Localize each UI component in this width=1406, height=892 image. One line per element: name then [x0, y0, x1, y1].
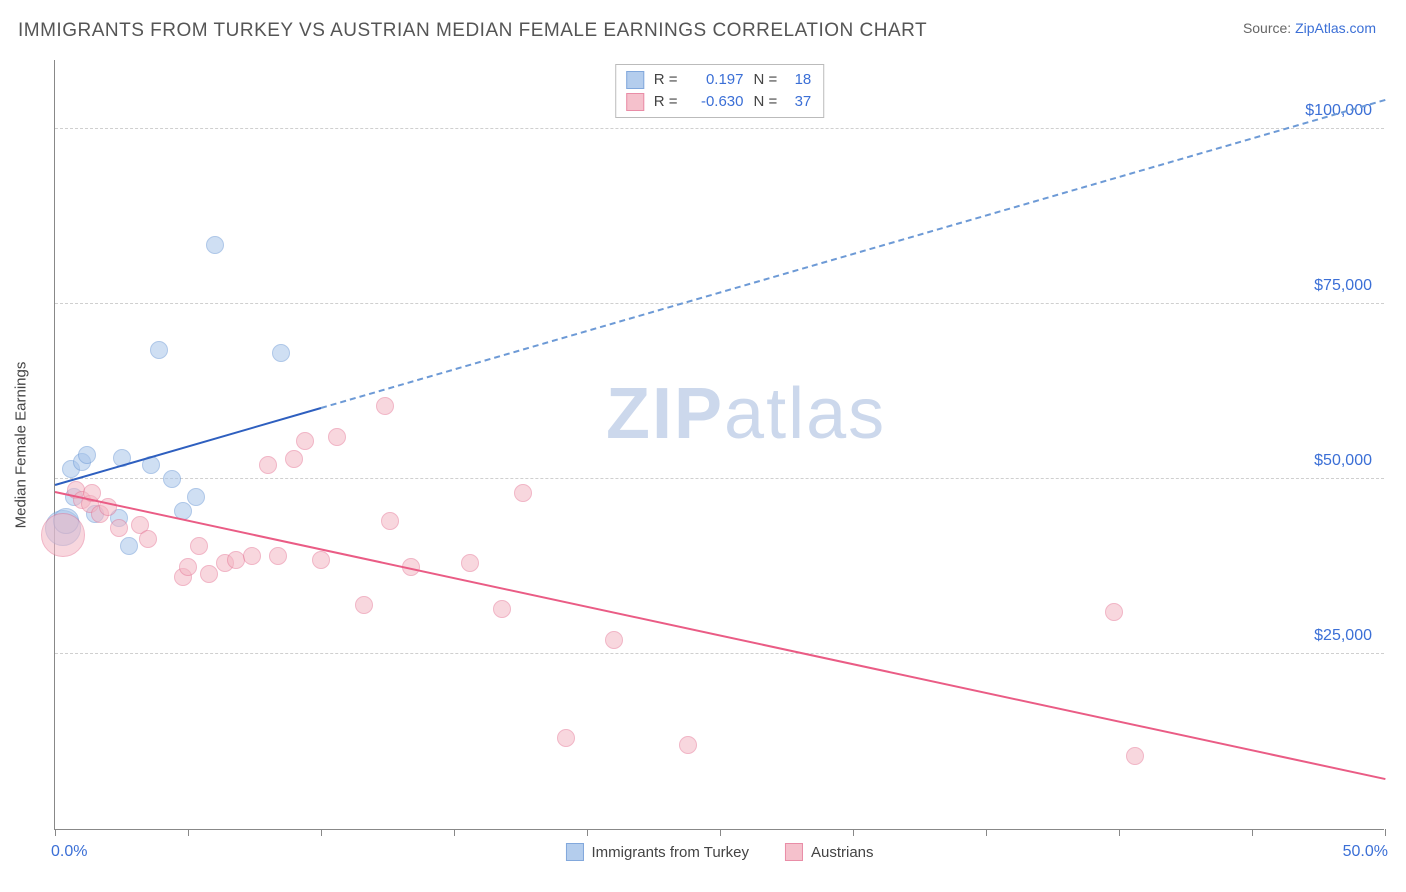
x-tick	[321, 829, 322, 836]
y-tick-label: $25,000	[1314, 627, 1372, 645]
legend-label-turkey: Immigrants from Turkey	[591, 844, 749, 861]
scatter-point-austrians	[110, 519, 128, 537]
x-axis-min-label: 0.0%	[51, 843, 87, 861]
series-legend: Immigrants from Turkey Austrians	[565, 843, 873, 861]
gridline-h	[55, 478, 1384, 479]
x-axis-max-label: 50.0%	[1343, 843, 1388, 861]
correlation-row-austrians: R = -0.630 N = 37	[626, 91, 812, 113]
scatter-point-austrians	[355, 596, 373, 614]
x-tick	[188, 829, 189, 836]
scatter-point-turkey	[206, 236, 224, 254]
scatter-point-austrians	[376, 397, 394, 415]
n-label: N =	[754, 69, 778, 91]
scatter-point-austrians	[312, 551, 330, 569]
r-value-austrians: -0.630	[688, 91, 744, 113]
legend-label-austrians: Austrians	[811, 844, 874, 861]
scatter-point-turkey	[187, 488, 205, 506]
scatter-point-austrians	[557, 729, 575, 747]
scatter-point-austrians	[200, 565, 218, 583]
scatter-point-austrians	[179, 558, 197, 576]
plot-region: ZIPatlas Median Female Earnings 0.0% 50.…	[54, 60, 1384, 830]
y-tick-label: $75,000	[1314, 277, 1372, 295]
r-label: R =	[654, 91, 678, 113]
y-axis-title: Median Female Earnings	[13, 361, 30, 528]
legend-item-turkey: Immigrants from Turkey	[565, 843, 749, 861]
chart-header: IMMIGRANTS FROM TURKEY VS AUSTRIAN MEDIA…	[0, 0, 1406, 50]
x-tick	[1385, 829, 1386, 836]
watermark-zip: ZIP	[606, 374, 724, 454]
scatter-point-austrians	[461, 554, 479, 572]
x-tick	[1252, 829, 1253, 836]
scatter-point-austrians	[269, 547, 287, 565]
y-tick-label: $50,000	[1314, 452, 1372, 470]
scatter-point-austrians	[285, 450, 303, 468]
trend-line	[55, 491, 1385, 780]
scatter-point-austrians	[328, 428, 346, 446]
x-tick	[720, 829, 721, 836]
x-tick	[1119, 829, 1120, 836]
swatch-austrians	[785, 843, 803, 861]
swatch-turkey	[626, 71, 644, 89]
scatter-point-austrians	[514, 484, 532, 502]
source-prefix: Source:	[1243, 20, 1295, 36]
scatter-point-turkey	[272, 344, 290, 362]
watermark-atlas: atlas	[724, 374, 886, 454]
gridline-h	[55, 653, 1384, 654]
swatch-austrians	[626, 93, 644, 111]
scatter-point-austrians	[243, 547, 261, 565]
r-label: R =	[654, 69, 678, 91]
correlation-row-turkey: R = 0.197 N = 18	[626, 69, 812, 91]
x-tick	[587, 829, 588, 836]
scatter-point-turkey	[163, 470, 181, 488]
scatter-point-austrians	[1126, 747, 1144, 765]
x-tick	[454, 829, 455, 836]
scatter-point-austrians	[381, 512, 399, 530]
chart-title: IMMIGRANTS FROM TURKEY VS AUSTRIAN MEDIA…	[18, 20, 927, 42]
n-label: N =	[754, 91, 778, 113]
gridline-h	[55, 303, 1384, 304]
x-tick	[55, 829, 56, 836]
gridline-h	[55, 128, 1384, 129]
scatter-point-turkey	[150, 341, 168, 359]
scatter-point-turkey	[120, 537, 138, 555]
scatter-point-austrians	[493, 600, 511, 618]
swatch-turkey	[565, 843, 583, 861]
scatter-point-turkey	[78, 446, 96, 464]
scatter-point-austrians	[259, 456, 277, 474]
scatter-point-austrians	[41, 513, 85, 557]
watermark: ZIPatlas	[606, 373, 886, 455]
scatter-point-austrians	[139, 530, 157, 548]
x-tick	[986, 829, 987, 836]
r-value-turkey: 0.197	[688, 69, 744, 91]
scatter-point-austrians	[190, 537, 208, 555]
scatter-point-austrians	[1105, 603, 1123, 621]
scatter-point-austrians	[605, 631, 623, 649]
trend-line	[321, 99, 1386, 409]
n-value-austrians: 37	[787, 91, 811, 113]
scatter-point-austrians	[296, 432, 314, 450]
scatter-point-austrians	[679, 736, 697, 754]
source-link[interactable]: ZipAtlas.com	[1295, 20, 1376, 36]
legend-item-austrians: Austrians	[785, 843, 874, 861]
trend-line	[55, 407, 322, 486]
source-attribution: Source: ZipAtlas.com	[1243, 20, 1376, 36]
chart-area: ZIPatlas Median Female Earnings 0.0% 50.…	[54, 60, 1384, 830]
n-value-turkey: 18	[787, 69, 811, 91]
correlation-legend: R = 0.197 N = 18 R = -0.630 N = 37	[615, 64, 825, 118]
x-tick	[853, 829, 854, 836]
